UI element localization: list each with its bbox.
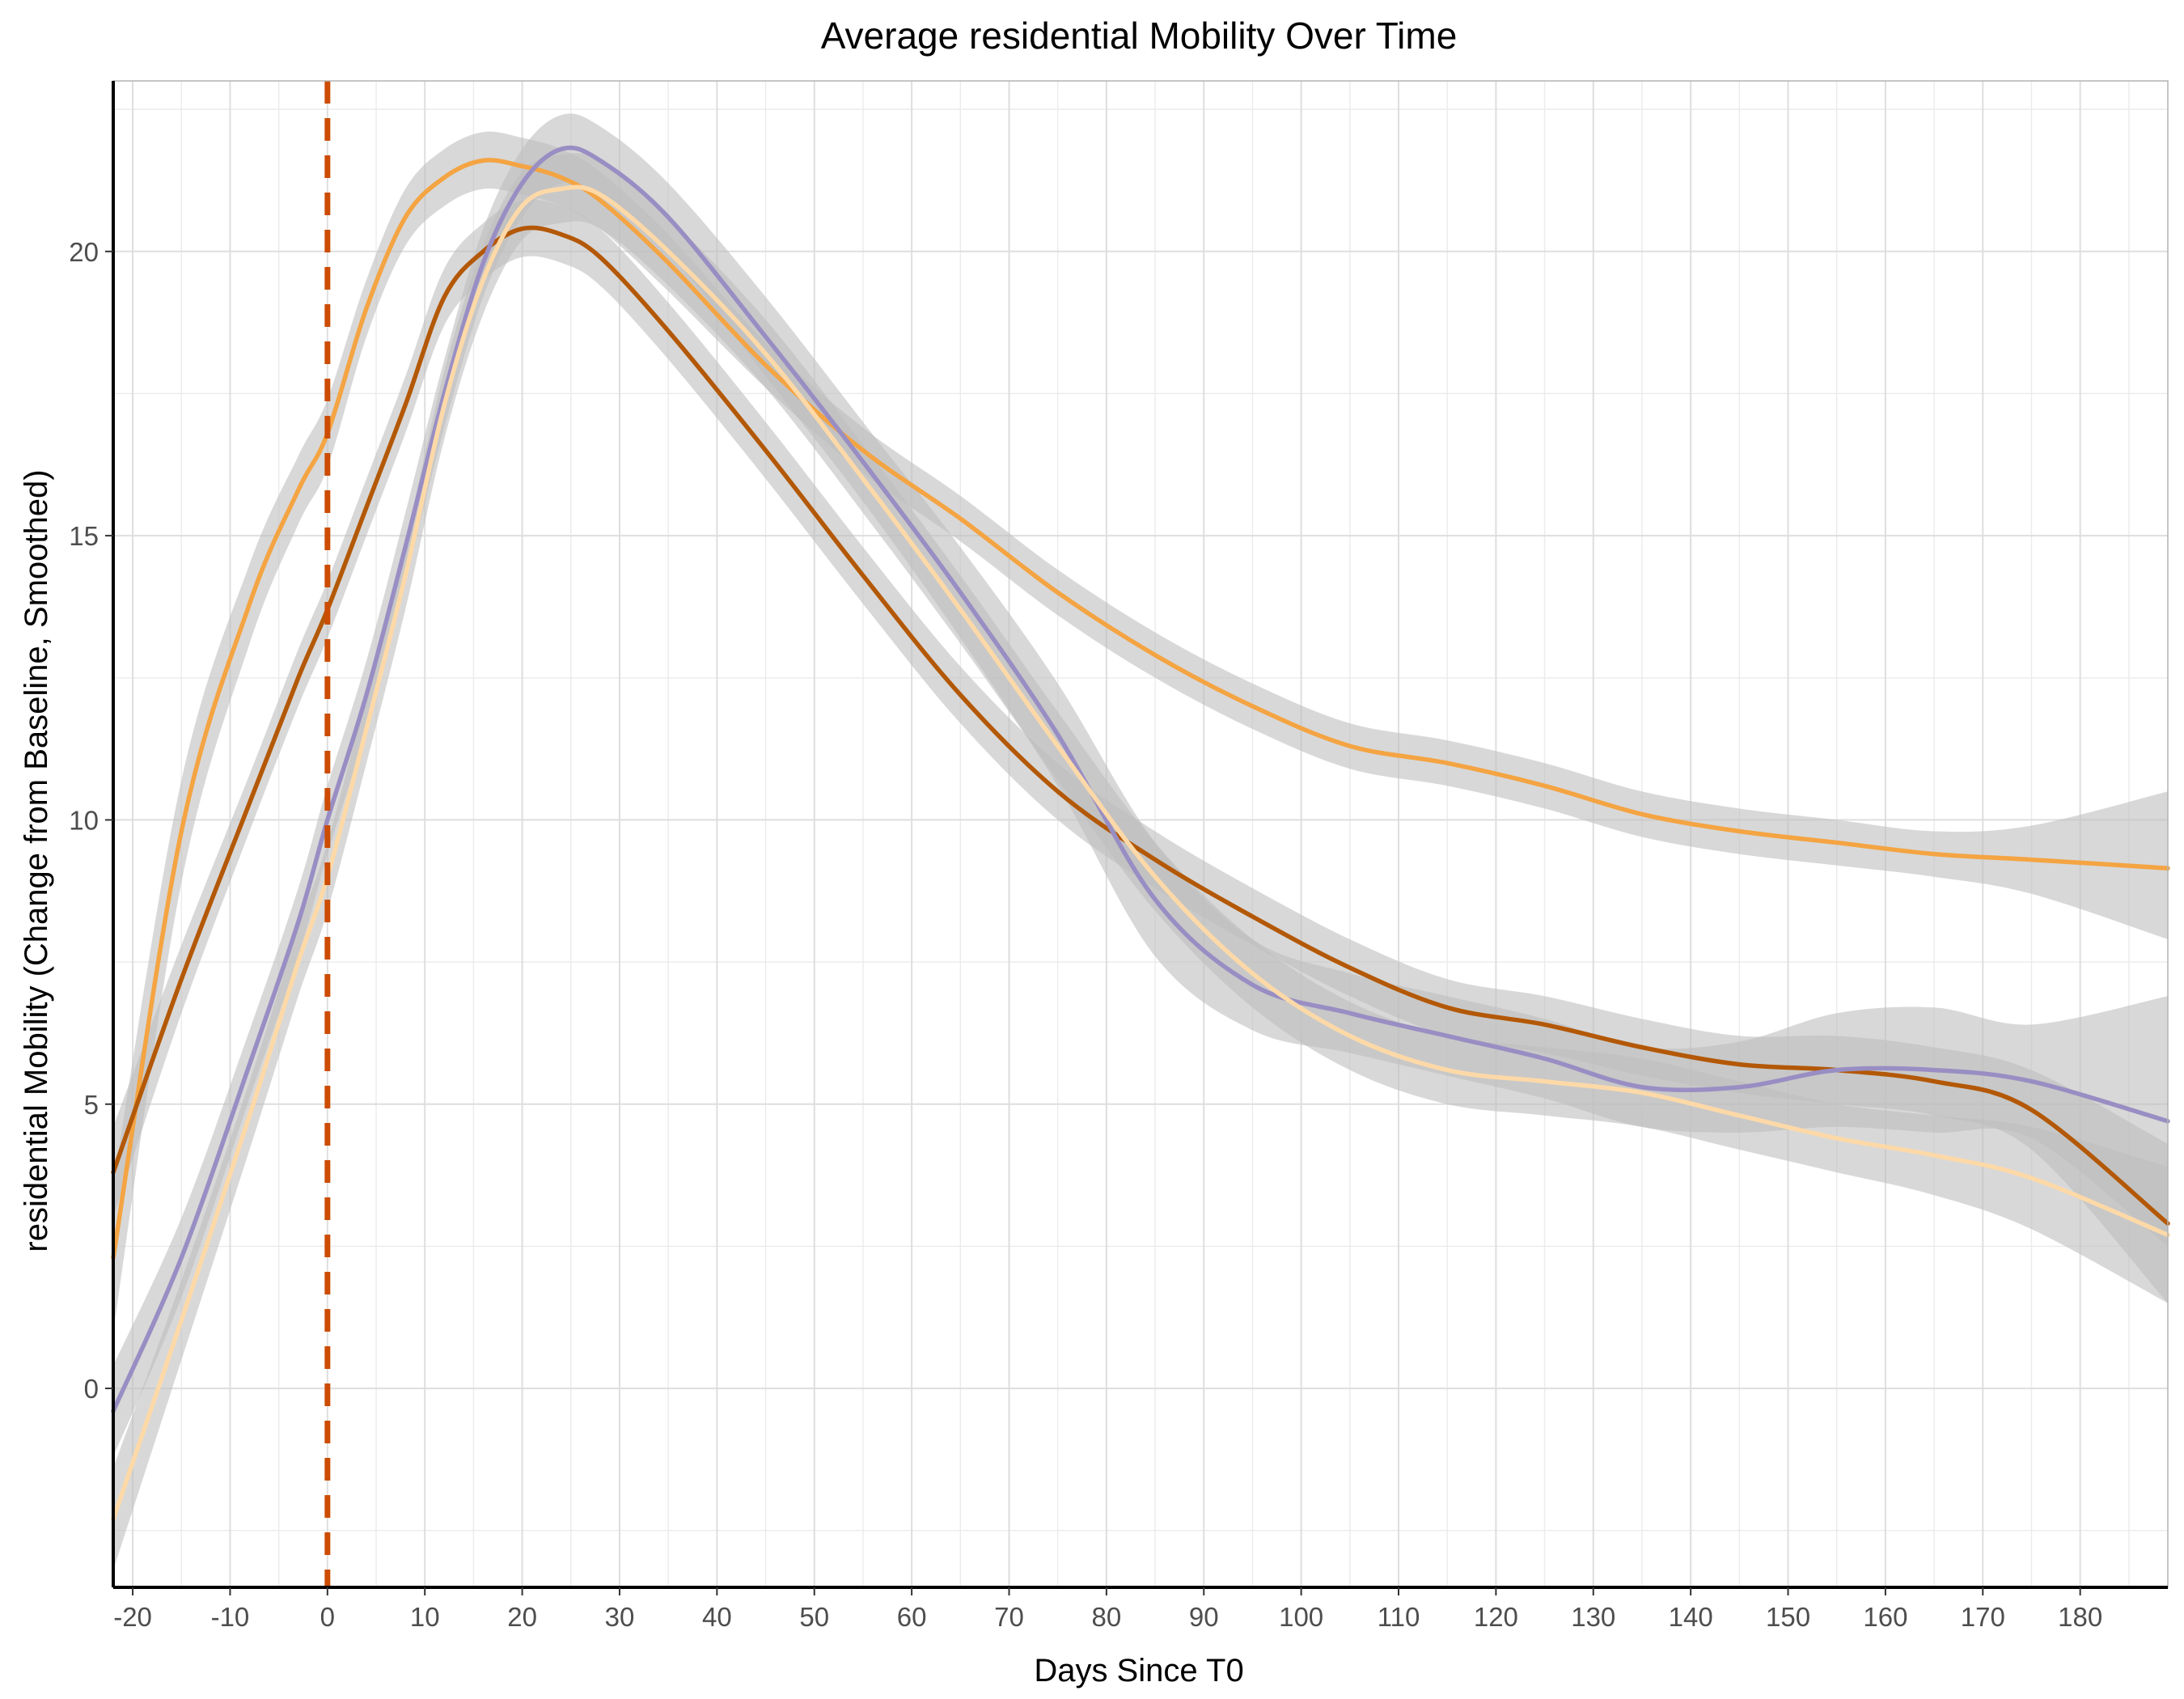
x-tick-label: 50 (799, 1602, 829, 1632)
series-line-3 (111, 145, 2170, 1413)
x-tick-label: -10 (211, 1602, 250, 1632)
chart-title: Average residential Mobility Over Time (821, 15, 1458, 57)
x-tick-label: 90 (1189, 1602, 1219, 1632)
panel-frame (112, 80, 2169, 1589)
y-tick-label: 10 (69, 805, 99, 835)
x-tick-label: 180 (2058, 1602, 2102, 1632)
y-tick-label: 0 (84, 1374, 99, 1404)
y-axis-ticks: 0 5 10 15 20 (69, 237, 113, 1404)
x-tick-label: 40 (702, 1602, 732, 1632)
x-tick-label: 160 (1863, 1602, 1907, 1632)
x-tick-label: 60 (897, 1602, 927, 1632)
x-tick-label: 150 (1766, 1602, 1810, 1632)
x-tick-label: 110 (1378, 1602, 1420, 1632)
x-axis-ticks: -20 -10 0 10 20 30 40 50 60 70 80 90 100 110 120 130 140… (113, 1587, 2102, 1632)
x-tick-label: 30 (605, 1602, 635, 1632)
x-tick-label: 80 (1092, 1602, 1122, 1632)
x-tick-label: 10 (410, 1602, 440, 1632)
x-tick-label: 20 (507, 1602, 537, 1632)
x-tick-label: 130 (1571, 1602, 1615, 1632)
x-tick-label: 0 (320, 1602, 335, 1632)
y-axis-label: residential Mobility (Change from Baseli… (19, 469, 54, 1252)
y-tick-label: 5 (84, 1090, 99, 1120)
confidence-band-2 (113, 199, 2168, 1303)
y-tick-label: 20 (69, 237, 99, 267)
series-line-1 (111, 158, 2170, 1260)
x-tick-label: 70 (994, 1602, 1024, 1632)
x-tick-label: 100 (1279, 1602, 1323, 1632)
x-tick-label: 140 (1669, 1602, 1713, 1632)
x-tick-label: 120 (1474, 1602, 1518, 1632)
x-axis-label: Days Since T0 (1034, 1653, 1243, 1688)
x-tick-label: -20 (113, 1602, 152, 1632)
x-tick-label: 170 (1961, 1602, 2005, 1632)
y-tick-label: 15 (69, 521, 99, 551)
